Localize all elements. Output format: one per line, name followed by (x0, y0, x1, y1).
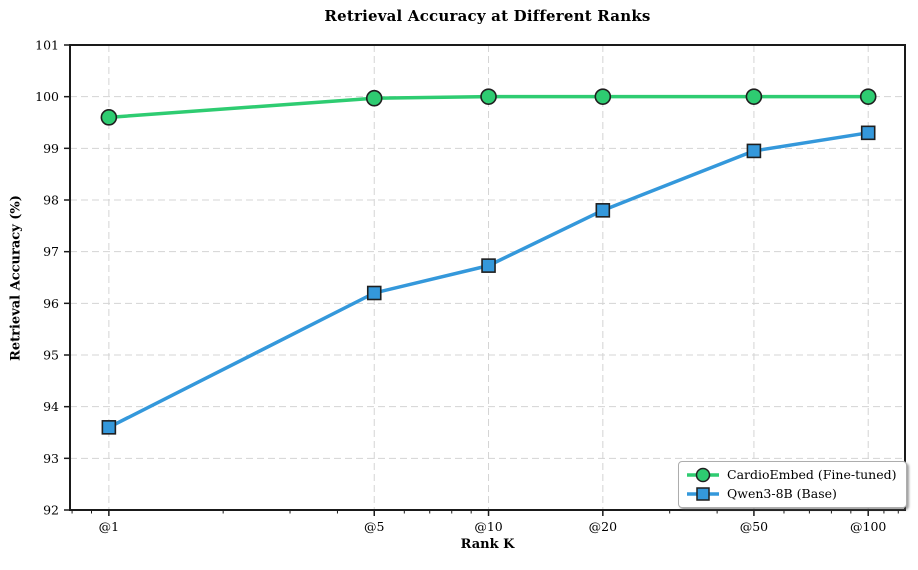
y-tick-label: 94 (43, 399, 59, 414)
y-tick-label: 98 (43, 193, 59, 208)
y-tick-label: 100 (35, 89, 59, 104)
gridlines (70, 45, 905, 510)
legend-label: CardioEmbed (Fine-tuned) (727, 467, 897, 482)
x-tick-label: @10 (474, 519, 502, 534)
x-minor-ticks (71, 510, 899, 514)
data-point-marker (746, 143, 762, 159)
x-tick-label: @20 (589, 519, 617, 534)
y-tick-label: 99 (43, 141, 59, 156)
data-point-marker (100, 109, 118, 126)
x-tick-label: @5 (364, 519, 384, 534)
legend-marker-circle-icon (687, 467, 719, 482)
series-line (107, 94, 870, 120)
data-point-marker (859, 88, 877, 105)
data-point-marker (101, 420, 117, 435)
data-point-marker (594, 88, 612, 105)
y-tick-label: 101 (35, 38, 59, 53)
data-point-marker (365, 89, 383, 107)
y-tick-label: 96 (43, 296, 59, 311)
x-axis-label: Rank K (460, 537, 515, 552)
y-tick-label: 97 (43, 244, 59, 259)
legend-item: CardioEmbed (Fine-tuned) (686, 466, 897, 483)
y-tick-label: 92 (43, 503, 59, 518)
y-tick-label: 93 (43, 451, 59, 466)
legend-item: Qwen3-8B (Base) (686, 485, 897, 502)
data-point-marker (860, 125, 876, 141)
legend-label: Qwen3-8B (Base) (727, 486, 837, 501)
data-point-marker (595, 203, 611, 218)
plot-border (69, 44, 906, 511)
x-tick-label: @100 (850, 519, 886, 534)
legend-marker-square-icon (687, 486, 719, 501)
y-tick-label: 95 (43, 348, 59, 363)
series-cardioembed (100, 88, 877, 126)
x-tick-label: @1 (99, 519, 119, 534)
legend: CardioEmbed (Fine-tuned) Qwen3-8B (Base) (678, 461, 907, 508)
axis-ticks (64, 44, 869, 516)
x-tick-label: @50 (740, 519, 768, 534)
series-qwen3-8b (101, 125, 876, 435)
chart-title: Retrieval Accuracy at Different Ranks (324, 7, 651, 25)
data-point-marker (481, 258, 496, 273)
data-point-marker (480, 88, 497, 105)
data-point-marker (745, 88, 763, 105)
series-line (107, 131, 870, 430)
data-point-marker (366, 285, 382, 301)
